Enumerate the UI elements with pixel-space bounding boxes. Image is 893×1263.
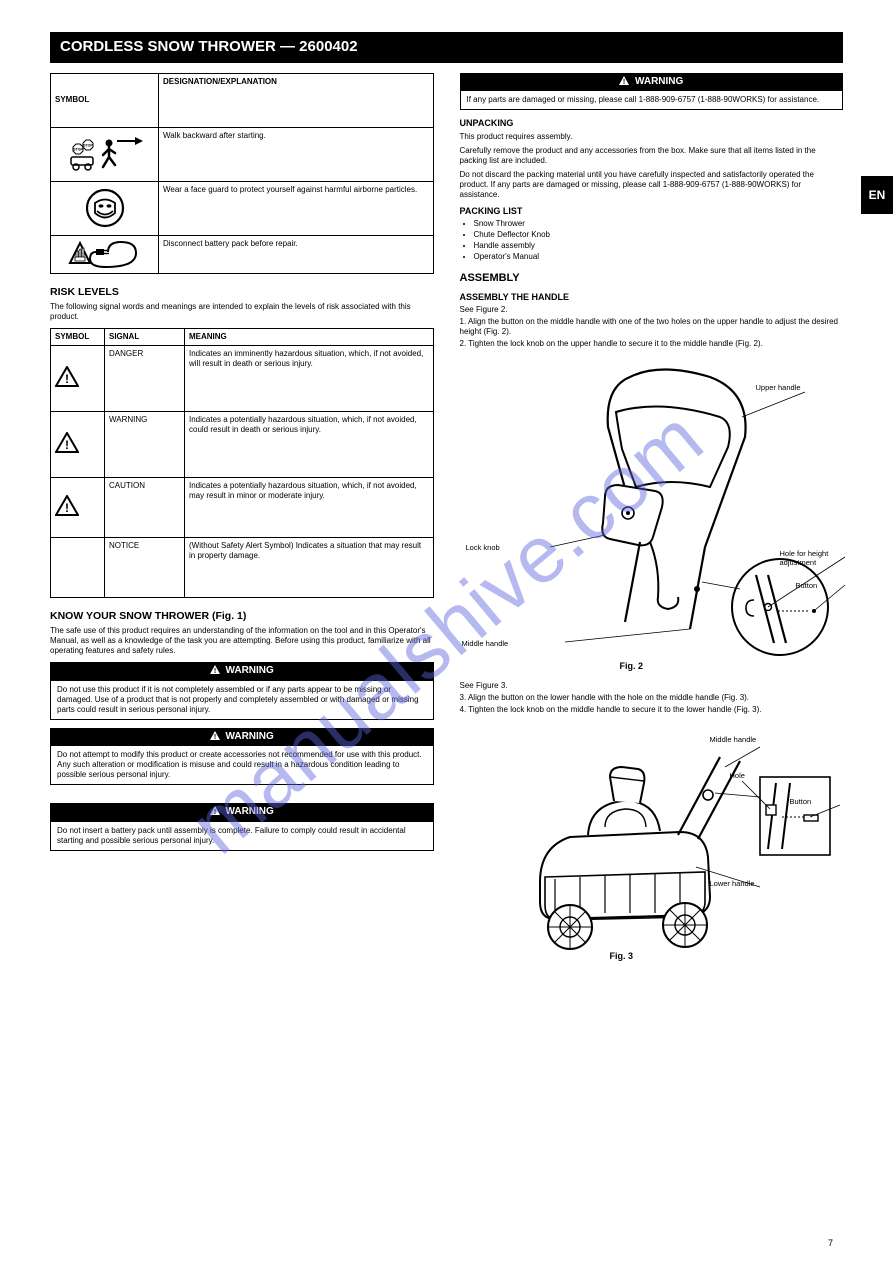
unpack-p2: Carefully remove the product and any acc… [460, 146, 844, 166]
assembly-heading: ASSEMBLY [460, 272, 844, 286]
know-intro: The safe use of this product requires an… [50, 626, 434, 656]
warning-box-4: ! WARNING If any parts are damaged or mi… [460, 73, 844, 111]
sym-desc-1: Wear a face guard to protect yourself ag… [159, 181, 434, 235]
caution-triangle-icon: ! [51, 477, 105, 537]
col-sym: SYMBOL [51, 328, 105, 345]
symbols-table: SYMBOL DESIGNATION/EXPLANATION STOP STOP [50, 73, 434, 274]
col-desig: DESIGNATION/EXPLANATION [159, 73, 434, 127]
figure-2: Upper handle Lock knob Middle handle Hol… [460, 361, 844, 681]
see-fig3: See Figure 3. [460, 681, 844, 691]
warning-label-1: WARNING [225, 665, 273, 676]
fig3-hole-label: Hole [730, 771, 745, 780]
mean-warning: Indicates a potentially hazardous situat… [185, 411, 434, 477]
assembly-steps-3-4: 3. Align the button on the lower handle … [460, 693, 844, 715]
sig-warning: WARNING [105, 411, 185, 477]
fig3-middle-handle-label: Middle handle [710, 735, 757, 744]
disconnect-battery-icon [51, 235, 159, 273]
face-guard-icon [51, 181, 159, 235]
walk-backward-icon: STOP STOP [51, 127, 159, 181]
packing-item: Handle assembly [474, 241, 844, 251]
warning-body-3: Do not insert a battery pack until assem… [51, 822, 433, 850]
fig2-lock-knob-label: Lock knob [466, 543, 500, 552]
know-heading: KNOW YOUR SNOW THROWER (Fig. 1) [50, 610, 434, 623]
risk-levels-intro: The following signal words and meanings … [50, 302, 434, 322]
step-3: 3. Align the button on the lower handle … [460, 693, 844, 703]
warning-label-2: WARNING [225, 731, 273, 742]
fig2-caption: Fig. 2 [620, 661, 644, 672]
unpack-p1: This product requires assembly. [460, 132, 844, 142]
svg-text:!: ! [65, 438, 69, 452]
assembly-sub1: ASSEMBLY THE HANDLE [460, 292, 844, 303]
svg-text:!: ! [214, 809, 216, 815]
sig-notice: NOTICE [105, 537, 185, 597]
header-bar: CORDLESS SNOW THROWER — 2600402 [50, 32, 843, 63]
notice-no-icon [51, 537, 105, 597]
unpack-p3: Do not discard the packing material unti… [460, 170, 844, 200]
warning-box-3: ! WARNING Do not insert a battery pack u… [50, 803, 434, 851]
warning-head-4: ! WARNING [461, 74, 843, 92]
fig3-lower-handle-label: Lower handle [710, 879, 755, 888]
svg-text:!: ! [65, 372, 69, 386]
warning-body-4: If any parts are damaged or missing, ple… [461, 91, 843, 109]
sym-desc-2: Disconnect battery pack before repair. [159, 235, 434, 273]
warning-box-2: ! WARNING Do not attempt to modify this … [50, 728, 434, 786]
unpacking-section: UNPACKING This product requires assembly… [460, 118, 844, 262]
packing-list-heading: PACKING LIST [460, 206, 844, 217]
mean-notice: (Without Safety Alert Symbol) Indicates … [185, 537, 434, 597]
mean-caution: Indicates a potentially hazardous situat… [185, 477, 434, 537]
left-column: SYMBOL DESIGNATION/EXPLANATION STOP STOP [50, 73, 434, 967]
page-number: 7 [828, 1238, 833, 1249]
danger-triangle-icon: ! [51, 345, 105, 411]
right-column: ! WARNING If any parts are damaged or mi… [460, 73, 844, 967]
warning-head-1: ! WARNING [51, 663, 433, 681]
warning-head-2: ! WARNING [51, 729, 433, 747]
assembly-steps-1-2: 1. Align the button on the middle handle… [460, 317, 844, 349]
svg-text:STOP: STOP [83, 144, 93, 148]
warning-box-1: ! WARNING Do not use this product if it … [50, 662, 434, 720]
warning-body-1: Do not use this product if it is not com… [51, 681, 433, 719]
fig2-middle-handle-label: Middle handle [462, 639, 509, 648]
fig3-caption: Fig. 3 [610, 951, 634, 962]
step-4: 4. Tighten the lock knob on the middle h… [460, 705, 844, 715]
warning-triangle-icon: ! [210, 806, 220, 820]
language-tab: EN [861, 176, 893, 214]
warning-head-3: ! WARNING [51, 804, 433, 822]
svg-text:!: ! [214, 668, 216, 674]
warning-triangle-icon: ! [619, 76, 629, 90]
fig2-upper-handle-label: Upper handle [756, 383, 801, 392]
svg-text:!: ! [65, 501, 69, 515]
fig2-hole-label: Hole for height adjustment [780, 549, 850, 568]
figure-3: Middle handle Hole Button Lower handle F… [460, 727, 844, 967]
sig-danger: DANGER [105, 345, 185, 411]
warning-label-3: WARNING [225, 806, 273, 817]
warning-triangle-icon: ! [210, 665, 220, 679]
svg-text:!: ! [623, 79, 625, 85]
svg-text:STOP: STOP [73, 148, 83, 152]
step-1: 1. Align the button on the middle handle… [460, 317, 844, 337]
packing-item: Operator's Manual [474, 252, 844, 262]
sym-desc-0: Walk backward after starting. [159, 127, 434, 181]
mean-danger: Indicates an imminently hazardous situat… [185, 345, 434, 411]
col-symbol: SYMBOL [51, 73, 159, 127]
packing-item: Snow Thrower [474, 219, 844, 229]
warning-triangle-icon: ! [210, 731, 220, 745]
fig2-button-label: Button [796, 581, 818, 590]
warning-label-4: WARNING [635, 76, 683, 87]
packing-list: Snow Thrower Chute Deflector Knob Handle… [460, 219, 844, 262]
sig-caution: CAUTION [105, 477, 185, 537]
warning-triangle-icon: ! [51, 411, 105, 477]
warning-body-2: Do not attempt to modify this product or… [51, 746, 433, 784]
fig3-button-label: Button [790, 797, 812, 806]
col-mean: MEANING [185, 328, 434, 345]
step-2: 2. Tighten the lock knob on the upper ha… [460, 339, 844, 349]
svg-text:!: ! [214, 734, 216, 740]
signal-words-table: SYMBOL SIGNAL MEANING ! DANGER Indicates… [50, 328, 434, 598]
see-fig2: See Figure 2. [460, 305, 844, 315]
unpack-heading: UNPACKING [460, 118, 844, 129]
risk-levels-heading: RISK LEVELS [50, 286, 434, 299]
packing-item: Chute Deflector Knob [474, 230, 844, 240]
col-sig: SIGNAL [105, 328, 185, 345]
